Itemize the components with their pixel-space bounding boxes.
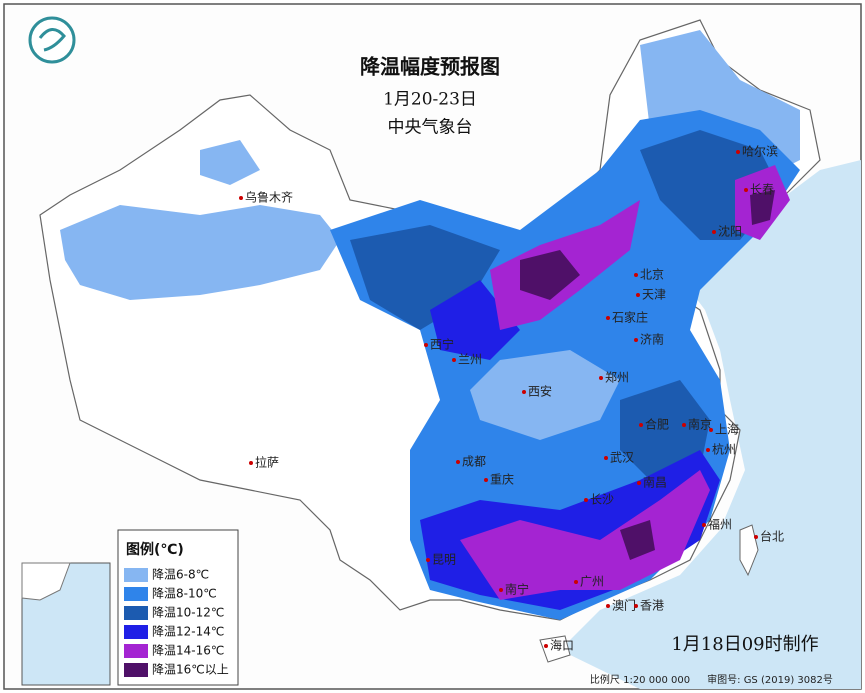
city-label: 合肥 [645, 417, 669, 432]
city-label: 台北 [760, 529, 784, 544]
legend-label: 降温16℃以上 [152, 663, 229, 677]
city-dot [736, 150, 740, 154]
cooling-region [470, 350, 620, 440]
city-dot [606, 604, 610, 608]
city-dot [634, 338, 638, 342]
taiwan [739, 524, 759, 577]
legend-label: 降温6-8℃ [152, 568, 209, 582]
city-dot [634, 273, 638, 277]
legend-label: 降温14-16℃ [152, 644, 224, 658]
city-label: 兰州 [458, 353, 482, 367]
city-label: 西安 [528, 384, 552, 399]
city-label: 乌鲁木齐 [245, 190, 293, 205]
inset-land [21, 562, 71, 601]
city-dot [456, 460, 460, 464]
city-dot [544, 644, 548, 648]
legend-label: 降温12-14℃ [152, 625, 224, 639]
city-dot [706, 448, 710, 452]
legend-swatch [124, 663, 148, 677]
logo [28, 16, 76, 64]
cooling-region [430, 280, 520, 360]
city-label: 昆明 [432, 553, 456, 567]
scale: 比例尺 1:20 000 000 [590, 673, 690, 686]
city-label: 沈阳 [718, 224, 742, 239]
city-label: 福州 [708, 517, 732, 532]
legend-label: 降温8-10℃ [152, 587, 217, 601]
city-dot [634, 604, 638, 608]
city-label: 南京 [688, 417, 712, 432]
cooling-region [750, 190, 775, 225]
city-label: 南宁 [505, 582, 529, 597]
city-label: 武汉 [610, 451, 634, 465]
city-dot [484, 478, 488, 482]
legend-swatch [124, 568, 148, 582]
legend-title: 图例(℃) [126, 541, 184, 558]
city-label: 长春 [750, 183, 774, 197]
city-dot [249, 461, 253, 465]
city-dot [712, 230, 716, 234]
city-dot [499, 588, 503, 592]
cooling-region [460, 470, 710, 600]
city-dot [424, 343, 428, 347]
city-label: 海口 [550, 638, 574, 653]
approval-number: 审图号: GS (2019) 3082号 [707, 673, 833, 686]
city-dot [702, 523, 706, 527]
legend-label: 降温10-12℃ [152, 606, 224, 620]
city-label: 长沙 [590, 493, 614, 507]
city-dot [522, 390, 526, 394]
city-label: 南昌 [643, 475, 667, 490]
issued-time: 1月18日09时制作 [671, 634, 818, 655]
legend-swatch [124, 644, 148, 658]
city-dot [574, 580, 578, 584]
cooling-region [620, 380, 710, 480]
map-title: 降温幅度预报图 [360, 55, 500, 79]
city-label: 西宁 [430, 337, 454, 352]
city-label: 香港 [640, 599, 664, 613]
city-dot [639, 423, 643, 427]
city-label: 澳门 [612, 598, 636, 613]
ocean [560, 160, 861, 689]
city-label: 天津 [642, 288, 666, 302]
city-label: 哈尔滨 [742, 144, 778, 159]
city-dot [744, 188, 748, 192]
cooling-region [620, 520, 655, 560]
legend-swatch [124, 606, 148, 620]
city-dot [604, 456, 608, 460]
city-label: 石家庄 [612, 310, 648, 325]
city-label: 成都 [462, 455, 486, 469]
city-label: 上海 [715, 422, 739, 437]
city-dot [426, 558, 430, 562]
city-dot [637, 481, 641, 485]
city-dot [636, 293, 640, 297]
cooling-region [520, 250, 580, 300]
city-label: 广州 [580, 575, 604, 589]
city-label: 郑州 [605, 370, 629, 385]
city-label: 拉萨 [255, 455, 279, 470]
city-label: 济南 [640, 332, 664, 347]
city-label: 杭州 [712, 442, 736, 457]
city-dot [709, 428, 713, 432]
city-dot [754, 535, 758, 539]
city-dot [584, 498, 588, 502]
city-dot [239, 196, 243, 200]
cooling-region [60, 205, 340, 300]
legend-swatch [124, 587, 148, 601]
legend-swatch [124, 625, 148, 639]
city-dot [599, 376, 603, 380]
city-dot [452, 358, 456, 362]
city-dot [606, 316, 610, 320]
map-issuer: 中央气象台 [388, 118, 473, 138]
logo-mark [38, 28, 66, 52]
map-date: 1月20-23日 [383, 90, 477, 110]
hainan [539, 635, 571, 663]
city-dot [682, 423, 686, 427]
city-label: 北京 [640, 268, 664, 282]
cooling-region [200, 140, 260, 185]
city-label: 重庆 [490, 473, 514, 487]
